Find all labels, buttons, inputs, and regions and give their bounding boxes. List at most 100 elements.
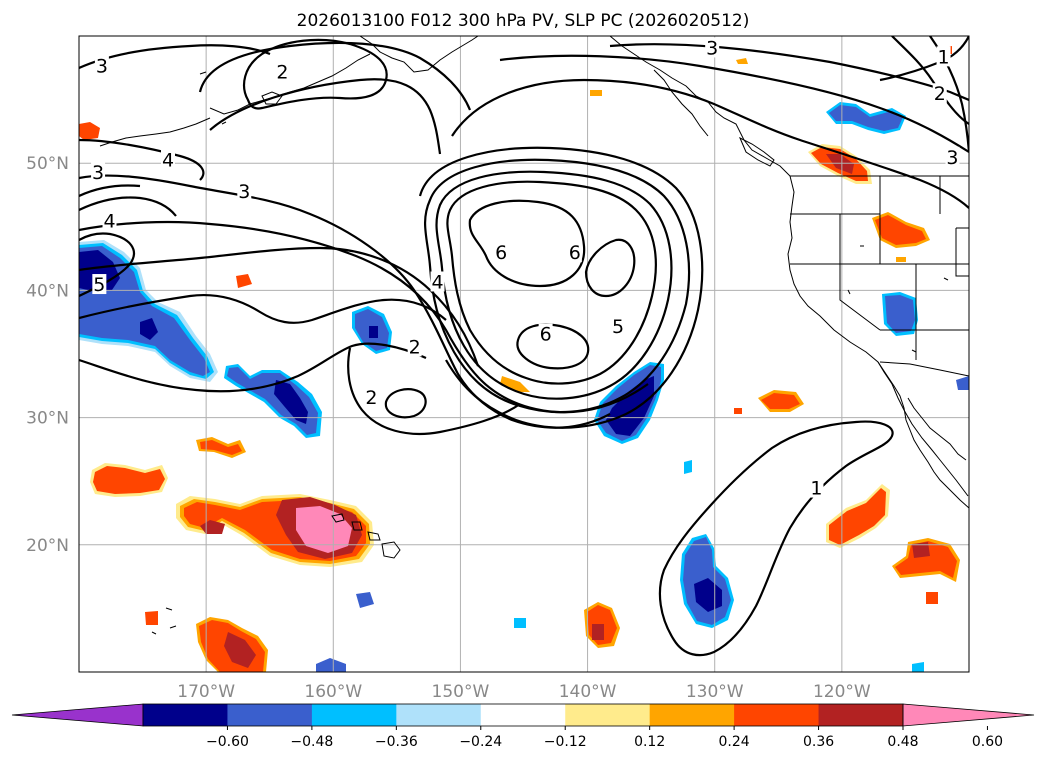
pv-fill-small: [956, 376, 969, 390]
pv-fill-small: [145, 611, 158, 625]
contour-label-bg: [494, 242, 509, 263]
slp-contour-2-sw: [79, 342, 427, 393]
slp-contours: [79, 36, 969, 657]
contour-label: 3: [96, 55, 108, 77]
coastline-vancouver-island: [739, 136, 775, 167]
lon-tick-label: 160°W: [304, 682, 362, 702]
slp-contour-5-nw2: [79, 232, 135, 297]
coastline-islands: [151, 71, 949, 635]
colorbar-tick-label: 0.12: [634, 734, 665, 750]
pv-fill-hawaii: [296, 506, 352, 553]
contour-label-bg: [705, 37, 720, 58]
colorbar-tick-label: −0.36: [375, 734, 418, 750]
contour-label-bg: [102, 210, 117, 231]
contour-label: 4: [431, 271, 443, 293]
pv-fill-small: [590, 90, 602, 96]
pv-fill-small: [736, 58, 748, 64]
colorbar-bin: [734, 704, 820, 726]
coastline-kodiak: [261, 91, 283, 105]
coastline-aleutians: [99, 117, 211, 147]
pv-fill-pos-ne: [875, 215, 926, 245]
map-frame: [78, 35, 970, 673]
pv-fill-small: [896, 257, 906, 262]
pv-fill-small: [514, 618, 526, 628]
contour-label: 6: [569, 242, 581, 264]
slp-contour-2-low: [347, 347, 521, 436]
contour-label-bg: [809, 477, 824, 498]
contour-label: 6: [495, 242, 507, 264]
contour-label: 4: [162, 149, 174, 171]
slp-contour-3-ne: [609, 43, 969, 102]
contour-label: 2: [276, 62, 288, 84]
slp-contour-4: [418, 146, 704, 429]
pv-fill-small: [316, 658, 346, 672]
colorbar-tick-label: −0.12: [544, 734, 587, 750]
colorbar-bin: [818, 704, 904, 726]
lat-tick-label: 30°N: [26, 409, 69, 429]
colorbar-bin: [565, 704, 651, 726]
colorbar: [11, 703, 1035, 727]
pv-fill-neg-ne: [885, 295, 915, 333]
slp-contour-5-nw: [79, 196, 177, 217]
slp-contour-2-north: [198, 41, 472, 111]
colorbar-tick-label: −0.60: [206, 734, 249, 750]
contour-label-bg: [538, 323, 553, 344]
contour-label-bg: [275, 61, 290, 82]
pv-fill-small: [356, 592, 374, 608]
pv-fill-neg-west: [140, 318, 158, 340]
contour-label: 2: [934, 83, 946, 105]
contour-label-bg: [92, 274, 107, 295]
pv-fill-neg-ne: [829, 105, 903, 131]
colorbar-tick-label: 0.48: [887, 734, 918, 750]
colorbar-tick-label: −0.48: [290, 734, 333, 750]
contour-label: 2: [409, 336, 421, 358]
slp-contour-6: [468, 199, 586, 288]
pv-fill-small: [200, 440, 242, 455]
contour-label-bg: [936, 46, 951, 67]
pv-fill-small: [592, 624, 604, 640]
pv-fill-neg-west: [79, 250, 120, 292]
slp-contour-2-west: [79, 246, 480, 367]
slp-contour-3-sw: [79, 294, 447, 324]
slp-contour-4-nw2: [79, 184, 141, 197]
pv-fill-small: [684, 460, 692, 474]
coastline-baja: [877, 361, 969, 497]
contour-label-bg: [567, 242, 582, 263]
contour-label: 3: [946, 147, 958, 169]
slp-contour-2-ne: [891, 36, 969, 125]
latitude-labels: 50°N 40°N 30°N 20°N: [26, 154, 69, 556]
pv-fill-small: [912, 662, 924, 672]
contour-label-bg: [407, 336, 422, 357]
plot-title: 2026013100 F012 300 hPa PV, SLP PC (2026…: [297, 11, 750, 31]
pv-fill-pos-se: [895, 541, 957, 578]
coastline-hawaii: [331, 513, 401, 559]
colorbar-bin: [480, 704, 566, 726]
coastline-gulf-california: [907, 397, 967, 461]
longitude-labels: 170°W 160°W 150°W 140°W 130°W 120°W: [177, 682, 871, 702]
lon-tick-label: 120°W: [813, 682, 871, 702]
pv-fill-pos-se: [912, 542, 930, 558]
colorbar-tick-label: 0.60: [972, 734, 1003, 750]
slp-contour-1: [658, 420, 894, 657]
pv-fill-small: [734, 408, 742, 414]
contour-label: 1: [810, 478, 822, 500]
slp-contour-6: [584, 238, 636, 298]
lat-tick-label: 40°N: [26, 281, 69, 301]
lon-tick-label: 130°W: [686, 682, 744, 702]
contour-label: 2: [365, 387, 377, 409]
contour-label: 5: [612, 316, 624, 338]
contour-label-bg: [91, 162, 106, 183]
pv-fill-pos-ne: [826, 154, 854, 174]
colorbar-extend-min: [11, 703, 144, 727]
pv-fill-neg-137: [606, 376, 654, 436]
pv-fill-w-hawaii: [93, 466, 165, 494]
contour-label-bg: [945, 146, 960, 167]
pv-fill-neg-165: [274, 380, 308, 424]
slp-contour-5: [424, 158, 691, 414]
pv-fill-sw: [224, 632, 256, 668]
contour-label-bg: [932, 83, 947, 104]
colorbar-labels: −0.60 −0.48 −0.36 −0.24 −0.12 0.12 0.24 0.36 0.4…: [206, 726, 1003, 750]
pv-fill-pos-ne: [761, 393, 800, 409]
colorbar-extend-max: [902, 703, 1035, 727]
contour-label-bg: [364, 387, 379, 408]
